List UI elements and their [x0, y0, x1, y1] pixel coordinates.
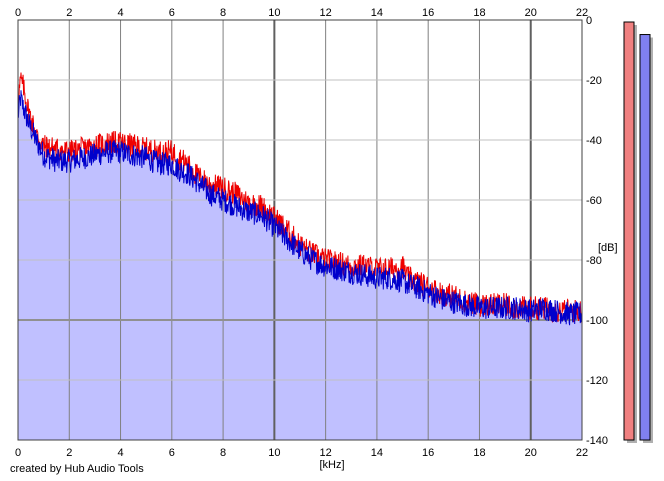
x-tick-label-top: 0	[15, 7, 21, 19]
x-tick-label-top: 6	[169, 7, 175, 19]
x-tick-label-top: 22	[576, 7, 588, 19]
x-tick-label-top: 20	[525, 7, 537, 19]
level-meters	[623, 21, 653, 443]
x-tick-label-bottom: 14	[371, 447, 383, 459]
x-tick-label-bottom: 0	[15, 447, 21, 459]
x-tick-label-top: 18	[473, 7, 485, 19]
y-tick-label: -100	[586, 315, 608, 327]
y-axis-label: [dB]	[598, 242, 618, 254]
x-tick-label-top: 16	[422, 7, 434, 19]
x-tick-label-bottom: 6	[169, 447, 175, 459]
x-tick-label-bottom: 16	[422, 447, 434, 459]
y-tick-label: -20	[586, 75, 602, 87]
plot-frame	[17, 19, 583, 441]
x-tick-label-top: 8	[220, 7, 226, 19]
x-tick-label-bottom: 10	[268, 447, 280, 459]
x-tick-label-bottom: 12	[320, 447, 332, 459]
x-tick-label-bottom: 22	[576, 447, 588, 459]
tick-labels: 002244668810101212141416161818202022220-…	[15, 7, 608, 459]
series-right-line	[17, 90, 583, 326]
x-tick-label-bottom: 4	[117, 447, 123, 459]
meter-left	[623, 21, 635, 441]
y-tick-label: -140	[586, 435, 608, 447]
x-tick-label-bottom: 8	[220, 447, 226, 459]
x-tick-label-top: 4	[117, 7, 123, 19]
area-fill	[18, 90, 582, 441]
x-tick-label-bottom: 2	[66, 447, 72, 459]
x-tick-label-top: 12	[320, 7, 332, 19]
y-tick-label: 0	[586, 15, 592, 27]
x-axis-label: [kHz]	[319, 459, 344, 471]
y-tick-label: -120	[586, 375, 608, 387]
x-tick-label-bottom: 20	[525, 447, 537, 459]
x-tick-label-bottom: 18	[473, 447, 485, 459]
x-tick-label-top: 2	[66, 7, 72, 19]
series-layer	[17, 72, 583, 326]
x-tick-label-top: 10	[268, 7, 280, 19]
y-tick-label: -40	[586, 135, 602, 147]
x-tick-label-top: 14	[371, 7, 383, 19]
credit-footer: created by Hub Audio Tools	[10, 463, 144, 475]
spectrum-fill	[18, 90, 582, 441]
meter-right	[639, 34, 651, 441]
y-tick-label: -60	[586, 195, 602, 207]
y-tick-label: -80	[586, 255, 602, 267]
